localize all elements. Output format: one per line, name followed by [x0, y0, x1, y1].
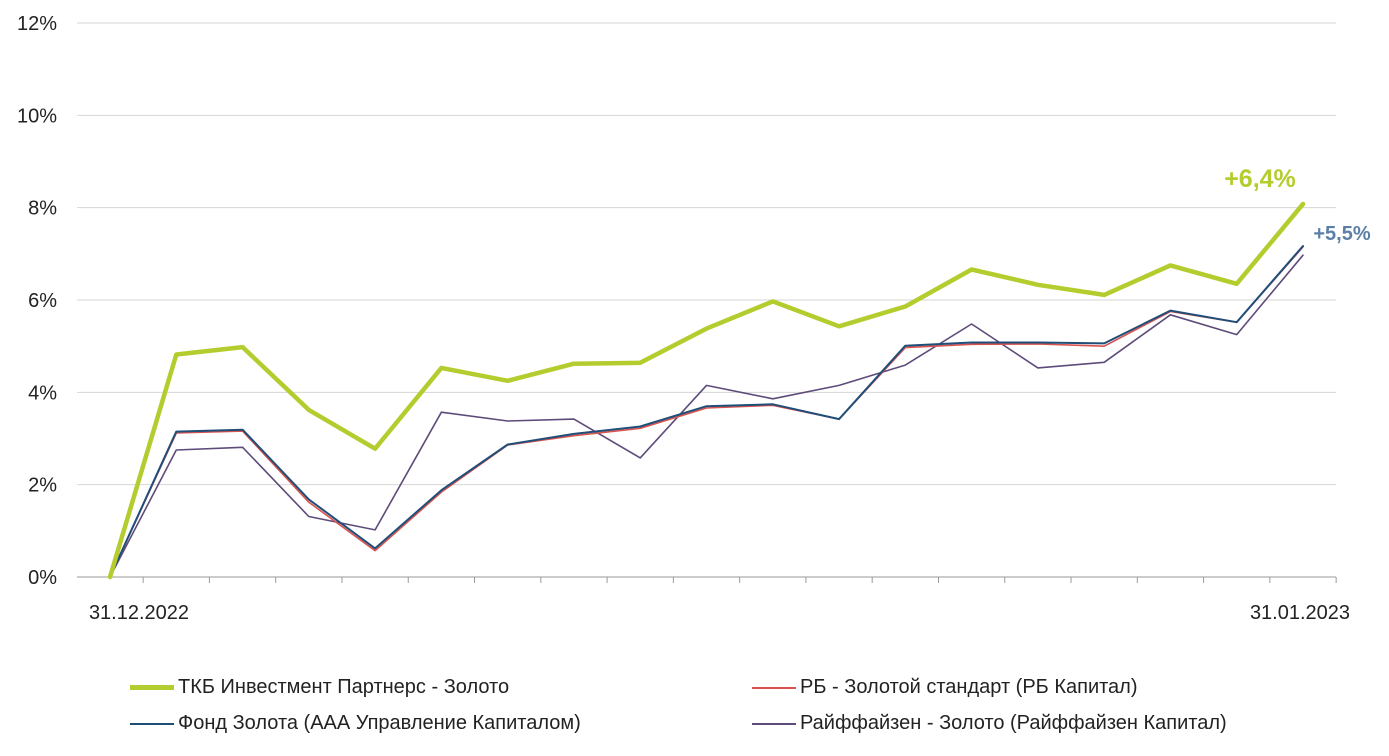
end-value-labels: +6,4% +5,5%	[1224, 165, 1371, 245]
legend-swatch-tkb	[130, 685, 174, 690]
y-tick-label: 12%	[17, 13, 57, 35]
end-label-aaa: +5,5%	[1313, 223, 1370, 245]
y-tick-label: 8%	[28, 198, 57, 220]
legend-swatch-aaa	[130, 722, 174, 725]
gridlines	[77, 22, 1336, 578]
x-label-end: 31.01.2023	[1250, 602, 1350, 624]
legend-swatch-rb	[752, 686, 796, 689]
y-tick-label: 10%	[17, 105, 57, 127]
legend-label-aaa: Фонд Золота (ААА Управление Капиталом)	[178, 712, 581, 734]
line-chart: 0% 2% 4% 6% 8% 10% 12% 31.12.2022 31.01.2023 +6…	[17, 13, 1371, 624]
series-line-rb	[109, 246, 1304, 578]
legend-item-tkb: ТКБ Инвестмент Партнерс - Золото	[130, 676, 509, 699]
end-label-tkb: +6,4%	[1224, 165, 1296, 193]
series-lines	[107, 201, 1306, 580]
legend-item-raif: Райффайзен - Золото (Райффайзен Капитал)	[752, 712, 1227, 735]
legend-swatch-raif	[752, 722, 796, 725]
legend-label-tkb: ТКБ Инвестмент Партнерс - Золото	[178, 676, 510, 698]
series-line-tkb	[107, 201, 1306, 580]
legend-label-raif: Райффайзен - Золото (Райффайзен Капитал)	[800, 712, 1227, 734]
series-line-raif	[109, 254, 1304, 578]
legend-item-rb: РБ - Золотой стандарт (РБ Капитал)	[752, 676, 1138, 699]
x-axis: 31.12.2022 31.01.2023	[89, 577, 1350, 624]
legend-item-aaa: Фонд Золота (ААА Управление Капиталом)	[130, 712, 581, 735]
legend: ТКБ Инвестмент Партнерс - Золото РБ - Зо…	[0, 668, 1389, 756]
x-label-start: 31.12.2022	[89, 602, 189, 624]
y-axis-tick-labels: 0% 2% 4% 6% 8% 10% 12%	[17, 13, 57, 589]
y-tick-label: 0%	[28, 567, 57, 589]
y-tick-label: 6%	[28, 290, 57, 312]
y-tick-label: 4%	[28, 382, 57, 404]
series-line-aaa	[109, 245, 1304, 578]
legend-label-rb: РБ - Золотой стандарт (РБ Капитал)	[800, 676, 1138, 698]
y-tick-label: 2%	[28, 475, 57, 497]
